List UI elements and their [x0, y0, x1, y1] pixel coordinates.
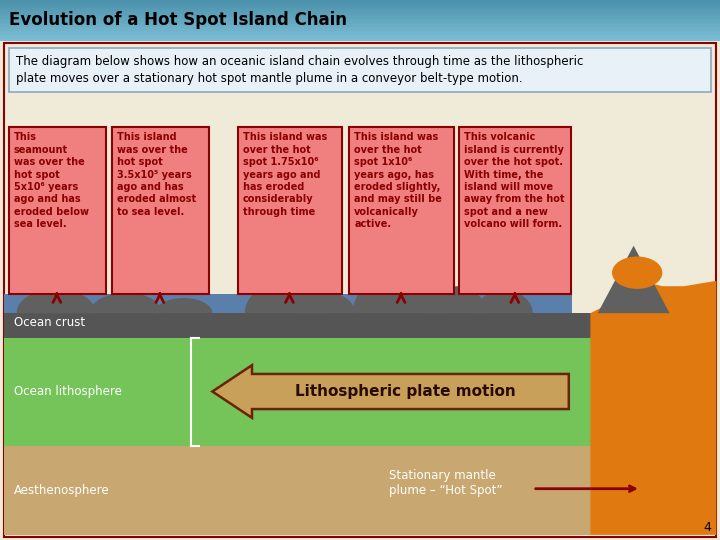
FancyBboxPatch shape [0, 19, 720, 20]
FancyBboxPatch shape [0, 15, 720, 16]
FancyBboxPatch shape [0, 30, 720, 31]
FancyBboxPatch shape [4, 446, 716, 535]
Text: Evolution of a Hot Spot Island Chain: Evolution of a Hot Spot Island Chain [9, 11, 346, 29]
FancyBboxPatch shape [0, 12, 720, 14]
FancyBboxPatch shape [0, 0, 720, 2]
FancyBboxPatch shape [0, 23, 720, 24]
Polygon shape [90, 293, 162, 313]
FancyBboxPatch shape [0, 25, 720, 27]
Polygon shape [598, 246, 670, 313]
FancyBboxPatch shape [0, 20, 720, 22]
FancyArrow shape [212, 365, 569, 418]
FancyBboxPatch shape [0, 5, 720, 6]
Text: This island
was over the
hot spot
3.5x10⁵ years
ago and has
eroded almost
to sea: This island was over the hot spot 3.5x10… [117, 132, 196, 217]
FancyBboxPatch shape [459, 127, 571, 294]
FancyBboxPatch shape [349, 127, 454, 294]
Ellipse shape [612, 256, 662, 289]
FancyBboxPatch shape [0, 24, 720, 25]
FancyBboxPatch shape [0, 14, 720, 15]
Polygon shape [300, 293, 355, 313]
FancyBboxPatch shape [0, 33, 720, 35]
FancyBboxPatch shape [0, 8, 720, 9]
FancyBboxPatch shape [0, 11, 720, 12]
Text: The diagram below shows how an oceanic island chain evolves through time as the : The diagram below shows how an oceanic i… [16, 55, 583, 85]
FancyBboxPatch shape [0, 4, 720, 5]
Text: Ocean crust: Ocean crust [14, 316, 86, 329]
FancyBboxPatch shape [0, 40, 720, 540]
FancyBboxPatch shape [0, 22, 720, 23]
FancyBboxPatch shape [0, 17, 720, 19]
Polygon shape [475, 291, 533, 313]
FancyBboxPatch shape [4, 294, 572, 313]
Text: This
seamount
was over the
hot spot
5x10⁶ years
ago and has
eroded below
sea lev: This seamount was over the hot spot 5x10… [14, 132, 89, 229]
FancyBboxPatch shape [4, 313, 716, 338]
FancyBboxPatch shape [0, 32, 720, 33]
Text: Aesthenosphere: Aesthenosphere [14, 483, 110, 497]
Polygon shape [353, 273, 446, 313]
Text: This volcanic
island is currently
over the hot spot.
With time, the
island will : This volcanic island is currently over t… [464, 132, 565, 229]
Polygon shape [245, 282, 324, 313]
Polygon shape [17, 289, 96, 313]
FancyBboxPatch shape [0, 35, 720, 36]
FancyBboxPatch shape [0, 16, 720, 17]
FancyBboxPatch shape [0, 31, 720, 32]
FancyBboxPatch shape [112, 127, 209, 294]
Polygon shape [155, 298, 212, 313]
FancyBboxPatch shape [0, 36, 720, 38]
FancyBboxPatch shape [0, 28, 720, 30]
Polygon shape [428, 286, 486, 313]
Text: 4: 4 [703, 521, 711, 534]
FancyBboxPatch shape [0, 6, 720, 8]
FancyBboxPatch shape [0, 10, 720, 11]
FancyBboxPatch shape [0, 39, 720, 40]
FancyBboxPatch shape [0, 3, 720, 4]
FancyBboxPatch shape [9, 48, 711, 92]
FancyBboxPatch shape [0, 2, 720, 3]
Text: Ocean lithosphere: Ocean lithosphere [14, 385, 122, 398]
FancyBboxPatch shape [4, 338, 716, 446]
Ellipse shape [598, 459, 713, 524]
Text: This island was
over the hot
spot 1x10⁶
years ago, has
eroded slightly,
and may : This island was over the hot spot 1x10⁶ … [354, 132, 442, 229]
Text: Stationary mantle
plume – “Hot Spot”: Stationary mantle plume – “Hot Spot” [389, 469, 503, 497]
Text: This island was
over the hot
spot 1.75x10⁶
years ago and
has eroded
considerably: This island was over the hot spot 1.75x1… [243, 132, 327, 217]
FancyBboxPatch shape [0, 38, 720, 39]
Text: Lithospheric plate motion: Lithospheric plate motion [294, 384, 516, 399]
FancyBboxPatch shape [9, 127, 106, 294]
FancyBboxPatch shape [0, 27, 720, 28]
FancyBboxPatch shape [238, 127, 342, 294]
Polygon shape [590, 281, 716, 535]
